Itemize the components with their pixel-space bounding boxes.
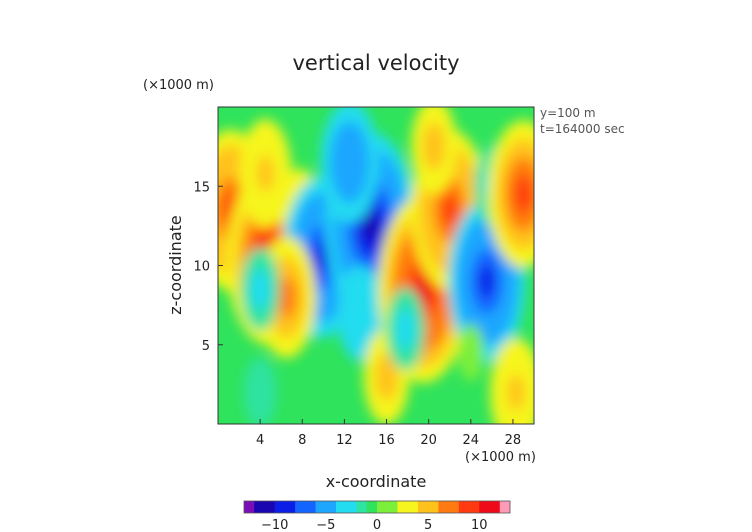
x-tick-label: 8	[298, 433, 306, 448]
annotation-t: t=164000 sec	[540, 122, 625, 136]
field-feature-19	[240, 247, 280, 331]
colorbar-swatch	[469, 501, 480, 513]
colorbar-swatch	[366, 501, 378, 513]
x-axis: 4 8 12 16 20 24 28	[256, 419, 521, 448]
colorbar-swatch	[325, 501, 337, 513]
x-tick-label: 4	[256, 433, 264, 448]
field-feature-16	[385, 287, 426, 371]
colorbar-swatch	[254, 501, 265, 513]
colorbar-swatch	[448, 501, 460, 513]
colorbar-swatch	[315, 501, 327, 513]
annotation-y: y=100 m	[540, 106, 596, 120]
x-tick-label: 20	[420, 433, 437, 448]
field-feature-10	[411, 107, 457, 195]
colorbar-swatch	[499, 501, 511, 513]
colorbar-tick-label: 5	[424, 518, 432, 532]
colorbar-swatch	[387, 501, 398, 513]
colorbar-swatch	[274, 501, 286, 513]
field-feature-7	[337, 265, 384, 362]
x-unit-label: (×1000 m)	[465, 450, 536, 465]
colorbar-swatch	[356, 501, 368, 513]
field-feature-17	[243, 357, 277, 424]
colorbar-swatch	[397, 501, 408, 513]
colorbar-ticks: −10 −5 0 5 10	[261, 518, 488, 532]
colorbar-tick-label: −5	[316, 518, 335, 532]
colorbar-tick-label: 10	[471, 518, 488, 532]
y-unit-label: (×1000 m)	[143, 78, 214, 93]
x-tick-label: 24	[463, 433, 480, 448]
colorbar-swatch	[336, 501, 347, 513]
field-feature-2	[239, 119, 292, 229]
colorbar-swatch	[438, 501, 449, 513]
colorbar-swatch	[264, 501, 275, 513]
field-feature-6	[320, 107, 379, 224]
y-axis: 5 10 15	[193, 180, 223, 354]
colorbar-swatch	[407, 501, 419, 513]
field-feature-13	[487, 120, 534, 269]
colorbar-swatch	[346, 501, 357, 513]
colorbar-swatch	[295, 501, 306, 513]
y-tick-label: 15	[193, 180, 210, 195]
colorbar-swatch	[284, 501, 296, 513]
colorbar-swatch	[417, 501, 429, 513]
colorbar-swatch	[305, 501, 316, 513]
chart-title: vertical velocity	[292, 51, 459, 75]
y-axis-label: z-coordinate	[166, 215, 185, 315]
colorbar-tick-label: 0	[373, 518, 381, 532]
field-feature-20	[457, 324, 484, 382]
field-feature-14	[490, 337, 534, 424]
x-axis-label: x-coordinate	[326, 472, 427, 491]
colorbar-frame	[243, 500, 511, 514]
y-tick-label: 10	[193, 260, 210, 275]
colorbar-swatch	[479, 501, 490, 513]
velocity-field	[218, 107, 534, 424]
colorbar-swatch	[377, 501, 388, 513]
x-tick-label: 16	[378, 433, 395, 448]
x-tick-label: 12	[336, 433, 353, 448]
colorbar-swatch	[489, 501, 501, 513]
colorbar-swatch	[428, 501, 439, 513]
y-tick-label: 5	[202, 339, 210, 354]
x-tick-label: 28	[505, 433, 522, 448]
colorbar-tick-label: −10	[261, 518, 288, 532]
colorbar	[243, 500, 511, 514]
colorbar-swatch	[244, 501, 255, 513]
colorbar-swatch	[458, 501, 470, 513]
